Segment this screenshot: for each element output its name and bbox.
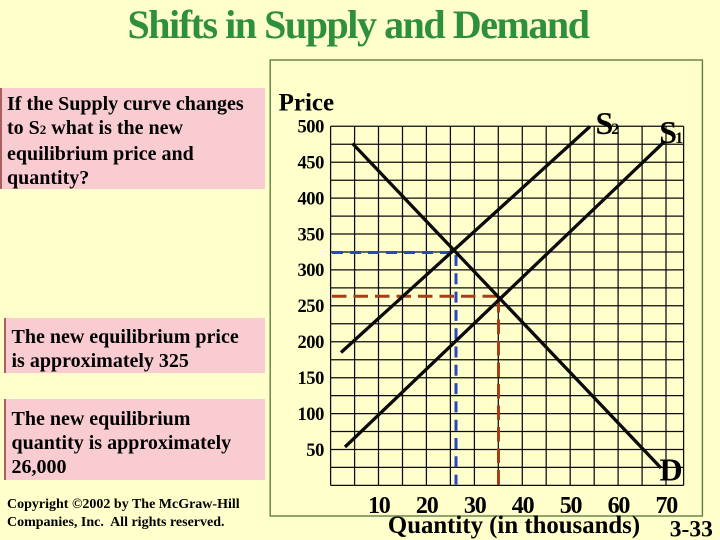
svg-text:500: 500: [297, 118, 324, 138]
svg-text:40: 40: [512, 493, 535, 519]
svg-text:30: 30: [464, 493, 487, 519]
svg-text:10: 10: [368, 493, 391, 519]
svg-text:20: 20: [416, 493, 439, 519]
svg-text:3-33: 3-33: [670, 516, 713, 540]
svg-text:50: 50: [306, 441, 324, 461]
svg-text:450: 450: [297, 154, 324, 174]
svg-text:350: 350: [297, 225, 324, 245]
svg-text:D: D: [660, 452, 683, 488]
svg-text:100: 100: [297, 405, 324, 425]
svg-text:50: 50: [560, 493, 583, 519]
svg-text:300: 300: [297, 261, 324, 281]
svg-text:400: 400: [297, 189, 324, 209]
svg-text:70: 70: [655, 493, 678, 519]
svg-text:Quantity (in thousands): Quantity (in thousands): [388, 512, 640, 539]
svg-text:200: 200: [297, 333, 324, 353]
svg-text:150: 150: [297, 369, 324, 389]
svg-text:60: 60: [608, 493, 631, 519]
svg-text:Price: Price: [279, 90, 335, 117]
svg-text:250: 250: [297, 297, 324, 317]
